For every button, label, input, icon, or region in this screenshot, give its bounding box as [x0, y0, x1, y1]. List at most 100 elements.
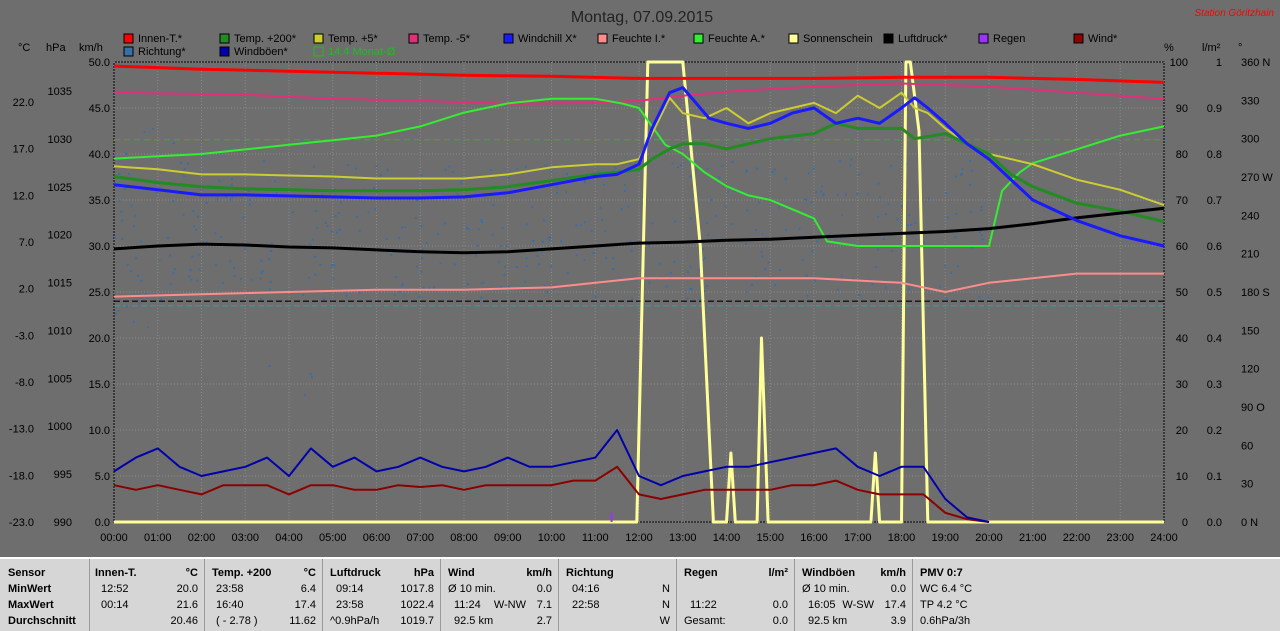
regen-max-value: 0.0 — [772, 599, 788, 611]
direction-point — [669, 271, 672, 274]
direction-point — [187, 162, 190, 165]
direction-point — [270, 242, 273, 245]
direction-point — [233, 266, 236, 269]
x-tick-label: 04:00 — [275, 532, 303, 544]
direction-point — [955, 212, 958, 215]
direction-point — [720, 164, 723, 167]
legend-swatch-temp200 — [219, 33, 230, 44]
direction-point — [420, 225, 423, 228]
direction-point — [812, 167, 815, 170]
direction-point — [834, 239, 837, 242]
direction-point — [978, 231, 981, 234]
direction-point — [575, 224, 578, 227]
direction-point — [425, 241, 428, 244]
direction-point — [840, 274, 843, 277]
x-tick-label: 19:00 — [931, 532, 959, 544]
direction-point — [480, 221, 483, 224]
direction-point — [114, 236, 117, 239]
direction-point — [303, 394, 306, 397]
direction-point — [651, 222, 654, 225]
wind-min-value: 0.0 — [536, 583, 552, 595]
pmv-pressure-trend: 0.6hPa/3h — [920, 615, 971, 627]
direction-point — [191, 255, 194, 258]
tick-label-wind_kmh: 0.0 — [95, 517, 110, 529]
direction-point — [620, 208, 623, 211]
x-tick-label: 09:00 — [494, 532, 522, 544]
luft-head: Luftdruck — [330, 567, 381, 579]
direction-point — [340, 176, 343, 179]
direction-point — [269, 280, 272, 283]
direction-point — [896, 218, 899, 221]
direction-point — [677, 166, 680, 169]
direction-point — [699, 297, 702, 300]
direction-point — [337, 211, 340, 214]
direction-point — [489, 168, 492, 171]
unit-label-hpa: hPa — [46, 42, 66, 54]
tick-label-rain_lm2: 0.3 — [1207, 379, 1222, 391]
direction-point — [270, 250, 273, 253]
luft-unit: hPa — [413, 567, 434, 579]
direction-point — [980, 205, 983, 208]
x-tick-label: 13:00 — [669, 532, 697, 544]
x-tick-label: 24:00 — [1150, 532, 1178, 544]
direction-point — [801, 259, 804, 262]
direction-point — [612, 169, 615, 172]
direction-point — [219, 235, 222, 238]
direction-point — [480, 282, 483, 285]
tick-label-direction_deg: 300 — [1241, 134, 1259, 146]
direction-point — [548, 239, 551, 242]
direction-point — [658, 262, 661, 265]
direction-point — [465, 226, 468, 229]
direction-point — [707, 233, 710, 236]
tick-label-rain_lm2: 0.7 — [1207, 195, 1222, 207]
direction-point — [515, 266, 518, 269]
tick-label-temp_c: -3.0 — [15, 330, 34, 342]
legend-swatch-monat — [313, 46, 324, 57]
direction-point — [810, 201, 813, 204]
direction-point — [261, 270, 264, 273]
x-tick-label: 23:00 — [1106, 532, 1134, 544]
series-line-feuchte_i — [113, 272, 1164, 298]
direction-point — [120, 210, 123, 213]
direction-point — [890, 165, 893, 168]
tick-label-direction_deg: 90 O — [1241, 402, 1265, 414]
direction-point — [160, 298, 163, 301]
direction-point — [961, 172, 964, 175]
direction-point — [516, 167, 519, 170]
direction-point — [173, 268, 176, 271]
direction-point — [849, 164, 852, 167]
legend-swatch-sonne — [788, 33, 799, 44]
direction-point — [422, 286, 425, 289]
tick-label-temp_c: -23.0 — [9, 517, 34, 529]
legend-swatch-innen — [123, 33, 134, 44]
direction-point — [923, 241, 926, 244]
direction-point — [544, 164, 547, 167]
luft-avg-value: 1019.7 — [400, 615, 434, 627]
direction-point — [239, 277, 242, 280]
direction-point — [229, 260, 232, 263]
tick-label-wind_kmh: 50.0 — [89, 57, 110, 69]
direction-point — [647, 244, 650, 247]
direction-point — [954, 175, 957, 178]
tick-label-wind_kmh: 25.0 — [89, 287, 110, 299]
direction-point — [555, 186, 558, 189]
direction-point — [418, 295, 421, 298]
direction-point — [482, 281, 485, 284]
direction-point — [710, 198, 713, 201]
direction-point — [980, 209, 983, 212]
x-tick-label: 21:00 — [1019, 532, 1047, 544]
pmv-dewpoint: TP 4.2 °C — [920, 599, 968, 611]
direction-point — [877, 248, 880, 251]
direction-point — [415, 216, 418, 219]
direction-point — [415, 265, 418, 268]
direction-point — [144, 292, 147, 295]
direction-point — [331, 264, 334, 267]
chart-title: Montag, 07.09.2015 — [571, 9, 713, 26]
series-line-temp5 — [113, 91, 1165, 207]
direction-point — [172, 200, 175, 203]
legend-label-feuchte_i: Feuchte I.* — [612, 33, 666, 45]
direction-point — [543, 219, 546, 222]
direction-point — [584, 221, 587, 224]
direction-point — [319, 263, 322, 266]
direction-point — [403, 294, 406, 297]
